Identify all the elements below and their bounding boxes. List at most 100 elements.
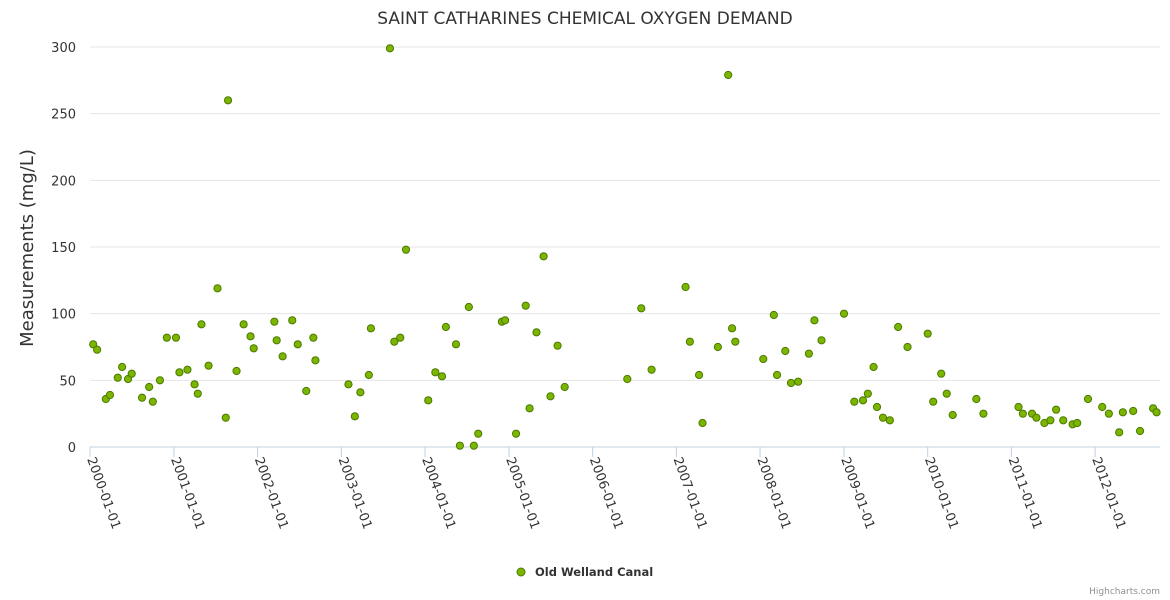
data-point[interactable]: [713, 342, 722, 352]
data-point[interactable]: [724, 70, 733, 80]
data-point[interactable]: [469, 441, 478, 450]
data-point[interactable]: [350, 412, 359, 421]
data-point[interactable]: [197, 320, 206, 329]
data-point[interactable]: [175, 368, 184, 377]
data-point[interactable]: [794, 377, 803, 386]
data-point[interactable]: [937, 369, 946, 378]
data-point[interactable]: [942, 389, 951, 398]
data-point[interactable]: [810, 316, 819, 325]
data-point[interactable]: [183, 365, 192, 374]
data-point[interactable]: [772, 370, 782, 380]
data-point[interactable]: [455, 441, 464, 450]
data-point[interactable]: [850, 397, 859, 406]
data-point[interactable]: [232, 366, 241, 376]
data-point[interactable]: [272, 336, 281, 345]
data-point[interactable]: [903, 342, 912, 352]
data-point[interactable]: [431, 368, 440, 377]
data-point[interactable]: [396, 333, 405, 342]
data-point[interactable]: [546, 392, 555, 401]
data-point[interactable]: [221, 413, 230, 422]
data-point[interactable]: [1073, 418, 1082, 428]
data-point[interactable]: [437, 372, 447, 381]
data-point[interactable]: [769, 310, 778, 320]
data-point[interactable]: [424, 396, 433, 405]
data-point[interactable]: [366, 324, 376, 333]
data-point[interactable]: [1115, 428, 1124, 437]
data-point[interactable]: [623, 374, 632, 384]
data-point[interactable]: [863, 389, 872, 398]
data-point[interactable]: [979, 409, 988, 418]
data-point[interactable]: [972, 394, 981, 404]
data-point[interactable]: [500, 316, 510, 325]
data-point[interactable]: [162, 333, 171, 342]
data-point[interactable]: [1118, 408, 1127, 417]
data-point[interactable]: [474, 429, 483, 438]
data-point[interactable]: [637, 304, 646, 313]
data-point[interactable]: [145, 382, 154, 392]
data-point[interactable]: [727, 324, 737, 333]
data-point[interactable]: [560, 382, 569, 392]
data-point[interactable]: [804, 349, 814, 358]
data-point[interactable]: [781, 346, 790, 356]
credits-link[interactable]: Highcharts.com: [1089, 587, 1160, 597]
data-point[interactable]: [464, 302, 473, 312]
data-point[interactable]: [190, 380, 199, 389]
data-point[interactable]: [731, 337, 740, 346]
data-point[interactable]: [1098, 402, 1107, 412]
data-point[interactable]: [1129, 406, 1138, 416]
data-point[interactable]: [1018, 409, 1027, 418]
data-point[interactable]: [694, 370, 704, 380]
data-point[interactable]: [89, 340, 98, 349]
data-point[interactable]: [525, 404, 534, 413]
data-point[interactable]: [1135, 426, 1145, 436]
data-point[interactable]: [113, 373, 122, 382]
data-point[interactable]: [309, 333, 318, 342]
data-point[interactable]: [239, 320, 248, 329]
data-point[interactable]: [249, 344, 258, 353]
data-point[interactable]: [858, 396, 868, 405]
data-point[interactable]: [193, 389, 202, 398]
data-point[interactable]: [270, 317, 279, 326]
data-point[interactable]: [278, 352, 287, 361]
data-point[interactable]: [118, 362, 127, 372]
data-point[interactable]: [1052, 405, 1061, 414]
data-point[interactable]: [1059, 416, 1068, 425]
data-point[interactable]: [93, 345, 102, 354]
data-point[interactable]: [817, 336, 826, 345]
data-point[interactable]: [872, 402, 882, 412]
data-point[interactable]: [344, 380, 353, 389]
data-point[interactable]: [155, 376, 165, 385]
data-point[interactable]: [1014, 402, 1023, 412]
data-point[interactable]: [311, 356, 320, 365]
data-point[interactable]: [246, 332, 255, 341]
data-point[interactable]: [213, 284, 222, 293]
data-point[interactable]: [1152, 408, 1161, 417]
data-point[interactable]: [385, 44, 395, 53]
data-point[interactable]: [1046, 416, 1055, 425]
data-point[interactable]: [451, 340, 461, 349]
legend-marker[interactable]: [516, 567, 526, 577]
data-point[interactable]: [786, 378, 796, 388]
data-point[interactable]: [878, 413, 888, 422]
data-point[interactable]: [127, 369, 136, 378]
data-point[interactable]: [681, 282, 690, 292]
data-point[interactable]: [532, 328, 541, 337]
data-point[interactable]: [401, 245, 411, 254]
data-point[interactable]: [647, 365, 656, 374]
data-point[interactable]: [364, 370, 373, 380]
data-point[interactable]: [539, 252, 548, 261]
data-point[interactable]: [288, 316, 297, 325]
data-point[interactable]: [223, 96, 233, 105]
data-point[interactable]: [698, 418, 707, 428]
data-point[interactable]: [171, 333, 181, 342]
data-point[interactable]: [869, 362, 878, 372]
data-point[interactable]: [302, 386, 311, 396]
data-point[interactable]: [204, 361, 213, 370]
data-point[interactable]: [148, 397, 157, 406]
data-point[interactable]: [839, 309, 849, 318]
data-point[interactable]: [894, 322, 903, 332]
data-point[interactable]: [885, 416, 894, 425]
data-point[interactable]: [923, 329, 932, 338]
data-point[interactable]: [105, 390, 115, 400]
data-point[interactable]: [929, 397, 938, 406]
